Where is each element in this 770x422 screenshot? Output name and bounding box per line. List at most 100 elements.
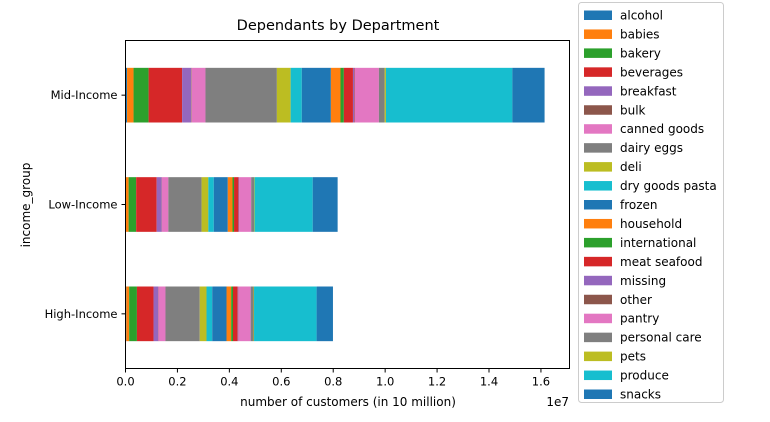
bar-segment — [137, 287, 154, 342]
legend-label: produce — [620, 369, 669, 383]
bar-segment — [317, 287, 333, 342]
legend-swatch — [584, 219, 612, 229]
bar-segment — [255, 177, 313, 232]
x-axis-offset-text: 1e7 — [546, 395, 569, 409]
legend-label: missing — [620, 274, 666, 288]
bar-segment — [126, 287, 129, 342]
bar-segment — [168, 177, 201, 232]
bar-segment — [386, 68, 512, 123]
bar-segment — [238, 287, 250, 342]
bar-segment — [157, 177, 162, 232]
bar-segment — [313, 177, 338, 232]
legend-label: deli — [620, 160, 642, 174]
bar-segment — [353, 68, 354, 123]
legend-swatch — [584, 257, 612, 267]
bar-segment — [340, 68, 343, 123]
bar-segment — [238, 177, 239, 232]
bars-layer — [126, 68, 545, 341]
bar-segment — [232, 177, 234, 232]
bar-segment — [192, 68, 206, 123]
legend-label: pets — [620, 350, 646, 364]
legend-label: babies — [620, 27, 660, 41]
legend-swatch — [584, 276, 612, 286]
bar-segment — [254, 287, 317, 342]
legend-label: frozen — [620, 198, 658, 212]
bar-segment — [231, 287, 233, 342]
x-axis: 0.0 0.2 0.4 0.6 0.8 1.0 1.2 1.4 1.6 — [116, 369, 550, 389]
bar-segment — [291, 68, 302, 123]
legend-label: other — [620, 293, 652, 307]
bar-segment — [202, 177, 209, 232]
legend-label: alcohol — [620, 9, 663, 23]
bar-segment — [127, 68, 133, 123]
legend-swatch — [584, 48, 612, 58]
y-axis-label: income_group — [19, 163, 33, 248]
bar-segment — [512, 68, 544, 123]
legend-swatch — [584, 29, 612, 39]
x-tick-label: 1.2 — [428, 375, 446, 389]
bar-segment — [182, 68, 191, 123]
legend-swatch — [584, 352, 612, 362]
legend-swatch — [584, 105, 612, 115]
legend-label: breakfast — [620, 84, 677, 98]
x-tick-label: 0.8 — [324, 375, 342, 389]
legend-swatch — [584, 181, 612, 191]
x-tick-label: 0.2 — [168, 375, 186, 389]
legend-label: pantry — [620, 312, 659, 326]
bar-segment — [214, 177, 228, 232]
bar-segment — [207, 287, 213, 342]
bar-segment — [126, 177, 129, 232]
bar-segment — [234, 177, 238, 232]
bar-segment — [154, 287, 159, 342]
legend-swatch — [584, 162, 612, 172]
y-tick-label: Mid-Income — [51, 88, 118, 102]
legend-label: personal care — [620, 331, 702, 345]
legend-label: international — [620, 236, 696, 250]
bar-segment — [385, 68, 386, 123]
y-tick-label: High-Income — [45, 307, 118, 321]
x-tick-label: 0.0 — [116, 375, 134, 389]
x-tick-label: 1.4 — [480, 375, 498, 389]
bar-segment — [277, 68, 291, 123]
x-tick-label: 1.0 — [376, 375, 394, 389]
legend-swatch — [584, 390, 612, 400]
legend-label: dairy eggs — [620, 141, 683, 155]
bar-segment — [200, 287, 207, 342]
x-tick-label: 0.6 — [272, 375, 290, 389]
bar-segment — [254, 177, 255, 232]
legend-label: canned goods — [620, 122, 704, 136]
bar-segment — [227, 287, 232, 342]
legend-label: meat seafood — [620, 255, 702, 269]
bar-segment — [191, 68, 192, 123]
legend-swatch — [584, 371, 612, 381]
bar-segment — [239, 177, 251, 232]
bar-segment — [233, 287, 238, 342]
bar-segment — [302, 68, 331, 123]
legend-label: household — [620, 217, 682, 231]
bar-segment — [238, 287, 239, 342]
chart-title: Dependants by Department — [237, 18, 440, 34]
bar-segment — [228, 177, 233, 232]
bar-segment — [134, 68, 149, 123]
bar-segment — [379, 68, 385, 123]
legend-swatch — [584, 124, 612, 134]
bar-segment — [136, 177, 157, 232]
bar-segment — [129, 287, 137, 342]
legend-swatch — [584, 314, 612, 324]
legend-swatch — [584, 200, 612, 210]
legend-swatch — [584, 333, 612, 343]
legend-swatch — [584, 11, 612, 21]
legend-label: snacks — [620, 388, 661, 402]
bar-segment — [212, 287, 226, 342]
bar-segment — [251, 177, 254, 232]
bar-segment — [254, 287, 255, 342]
bar-segment — [158, 287, 165, 342]
bar-segment — [344, 68, 353, 123]
x-tick-label: 1.6 — [532, 375, 550, 389]
x-tick-label: 0.4 — [220, 375, 238, 389]
bar-segment — [251, 287, 254, 342]
bar-segment — [205, 68, 276, 123]
